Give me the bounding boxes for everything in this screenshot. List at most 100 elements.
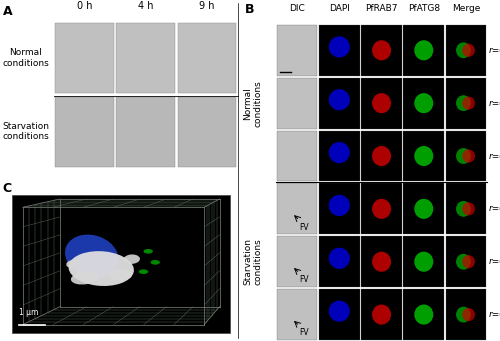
FancyBboxPatch shape xyxy=(404,236,444,287)
FancyBboxPatch shape xyxy=(319,183,360,234)
Text: Normal
conditions: Normal conditions xyxy=(2,48,49,68)
FancyBboxPatch shape xyxy=(446,25,486,76)
Ellipse shape xyxy=(372,252,391,272)
Ellipse shape xyxy=(329,142,350,163)
FancyBboxPatch shape xyxy=(276,236,318,287)
Text: 1 µm: 1 µm xyxy=(19,308,38,317)
Text: B: B xyxy=(245,3,254,16)
Ellipse shape xyxy=(124,254,140,264)
Ellipse shape xyxy=(462,44,475,57)
Text: FV: FV xyxy=(300,328,310,337)
Ellipse shape xyxy=(462,97,475,110)
Text: Merge: Merge xyxy=(452,4,480,13)
Text: r=0.67: r=0.67 xyxy=(488,257,500,266)
FancyBboxPatch shape xyxy=(319,25,360,76)
Ellipse shape xyxy=(414,40,434,60)
Text: Starvation
conditions: Starvation conditions xyxy=(244,238,263,285)
FancyBboxPatch shape xyxy=(276,25,318,76)
FancyBboxPatch shape xyxy=(446,183,486,234)
Ellipse shape xyxy=(66,260,80,268)
Ellipse shape xyxy=(462,308,475,321)
Ellipse shape xyxy=(462,202,475,216)
FancyBboxPatch shape xyxy=(404,78,444,129)
FancyBboxPatch shape xyxy=(361,236,402,287)
FancyBboxPatch shape xyxy=(116,97,175,167)
Ellipse shape xyxy=(456,148,471,164)
Text: 9 h: 9 h xyxy=(199,1,214,11)
FancyBboxPatch shape xyxy=(361,78,402,129)
Text: r=0.27: r=0.27 xyxy=(488,99,500,108)
Text: Starvation
conditions: Starvation conditions xyxy=(2,122,50,142)
FancyBboxPatch shape xyxy=(446,78,486,129)
Ellipse shape xyxy=(456,307,471,323)
Ellipse shape xyxy=(372,93,391,113)
Text: FV: FV xyxy=(300,223,310,232)
Ellipse shape xyxy=(108,269,132,280)
Ellipse shape xyxy=(329,248,350,269)
FancyBboxPatch shape xyxy=(276,183,318,234)
FancyBboxPatch shape xyxy=(446,236,486,287)
Text: DAPI: DAPI xyxy=(329,4,350,13)
Ellipse shape xyxy=(456,254,471,270)
Ellipse shape xyxy=(414,305,434,325)
Ellipse shape xyxy=(462,149,475,163)
FancyBboxPatch shape xyxy=(319,236,360,287)
FancyBboxPatch shape xyxy=(446,131,486,181)
Ellipse shape xyxy=(414,146,434,166)
Text: r=0.26: r=0.26 xyxy=(488,46,500,55)
Ellipse shape xyxy=(150,260,160,265)
FancyBboxPatch shape xyxy=(56,97,114,167)
Text: 4 h: 4 h xyxy=(138,1,154,11)
FancyBboxPatch shape xyxy=(276,289,318,340)
Ellipse shape xyxy=(71,271,99,284)
Ellipse shape xyxy=(329,195,350,216)
Ellipse shape xyxy=(414,93,434,113)
Text: A: A xyxy=(2,5,12,18)
FancyBboxPatch shape xyxy=(12,195,230,333)
Text: DIC: DIC xyxy=(289,4,305,13)
Ellipse shape xyxy=(329,301,350,322)
FancyBboxPatch shape xyxy=(319,131,360,181)
Ellipse shape xyxy=(372,40,391,60)
Ellipse shape xyxy=(456,201,471,217)
FancyBboxPatch shape xyxy=(116,23,175,93)
FancyBboxPatch shape xyxy=(178,23,236,93)
Text: r=0.80: r=0.80 xyxy=(488,204,500,213)
Ellipse shape xyxy=(372,199,391,219)
FancyBboxPatch shape xyxy=(404,131,444,181)
FancyBboxPatch shape xyxy=(56,23,114,93)
FancyBboxPatch shape xyxy=(276,78,318,129)
Ellipse shape xyxy=(456,95,471,111)
Ellipse shape xyxy=(144,249,153,254)
Ellipse shape xyxy=(65,235,118,278)
FancyBboxPatch shape xyxy=(446,289,486,340)
Text: r=0.13: r=0.13 xyxy=(488,151,500,161)
Text: C: C xyxy=(2,182,12,195)
Text: Normal
conditions: Normal conditions xyxy=(244,80,263,127)
Text: r=0.72: r=0.72 xyxy=(488,310,500,319)
FancyBboxPatch shape xyxy=(404,289,444,340)
FancyBboxPatch shape xyxy=(276,131,318,181)
Ellipse shape xyxy=(462,255,475,268)
FancyBboxPatch shape xyxy=(178,97,236,167)
Ellipse shape xyxy=(372,146,391,166)
Text: PfRAB7: PfRAB7 xyxy=(366,4,398,13)
Ellipse shape xyxy=(456,42,471,58)
Text: FV: FV xyxy=(300,276,310,284)
FancyBboxPatch shape xyxy=(361,289,402,340)
Ellipse shape xyxy=(139,269,148,274)
Text: 0 h: 0 h xyxy=(77,1,92,11)
FancyBboxPatch shape xyxy=(404,25,444,76)
Text: PfATG8: PfATG8 xyxy=(408,4,440,13)
FancyBboxPatch shape xyxy=(361,25,402,76)
Ellipse shape xyxy=(414,199,434,219)
FancyBboxPatch shape xyxy=(361,131,402,181)
FancyBboxPatch shape xyxy=(404,183,444,234)
Ellipse shape xyxy=(329,89,350,110)
Ellipse shape xyxy=(329,36,350,58)
FancyBboxPatch shape xyxy=(361,183,402,234)
Ellipse shape xyxy=(372,305,391,325)
FancyBboxPatch shape xyxy=(319,78,360,129)
FancyBboxPatch shape xyxy=(319,289,360,340)
Ellipse shape xyxy=(68,251,134,286)
